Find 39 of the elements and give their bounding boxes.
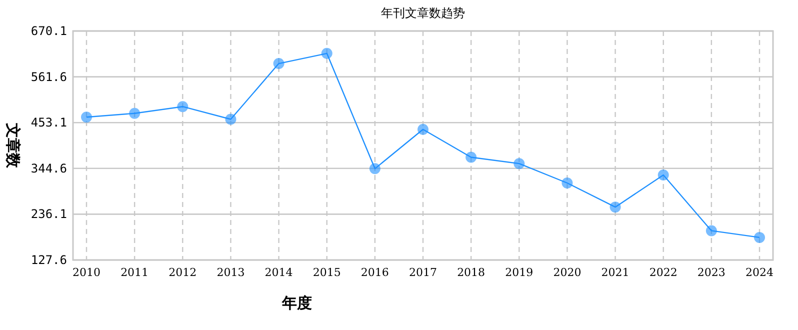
point (321, 48, 332, 59)
x-axis-title: 年度 (281, 294, 312, 312)
x-tick-label: 2014 (264, 266, 293, 279)
x-tick-label: 2015 (312, 266, 341, 279)
point (466, 152, 477, 163)
x-tick-label: 2012 (168, 266, 197, 279)
x-tick-label: 2010 (72, 266, 100, 279)
point (177, 101, 188, 112)
y-tick-label: 344.6 (30, 161, 67, 176)
point (562, 178, 573, 189)
point (129, 108, 140, 119)
y-tick-label: 236.1 (30, 207, 67, 222)
y-tick-label: 670.1 (30, 24, 67, 38)
point (418, 124, 428, 135)
x-tick-label: 2018 (457, 266, 486, 279)
x-tick-label: 2011 (120, 266, 149, 279)
x-tick-label: 2024 (746, 266, 774, 279)
x-tick-label: 2021 (601, 266, 630, 279)
y-tick-label: 127.6 (30, 253, 67, 267)
y-axis-title: 文章数 (4, 122, 22, 169)
x-tick-label: 2020 (553, 266, 582, 279)
point (81, 112, 92, 123)
point (273, 58, 284, 70)
chart-title: 年刊文章数趋势 (381, 6, 465, 20)
point (754, 232, 765, 243)
point (658, 169, 669, 180)
point (610, 202, 621, 213)
x-tick-label: 2013 (216, 266, 245, 279)
y-tick-label: 453.1 (30, 116, 67, 130)
x-tick-label: 2017 (409, 266, 437, 279)
x-tick-label: 2019 (505, 266, 534, 279)
point (225, 114, 236, 125)
x-tick-label: 2022 (649, 266, 678, 279)
point (706, 225, 717, 236)
point (514, 158, 525, 170)
x-tick-label: 2023 (697, 266, 726, 279)
y-tick-label: 561.6 (30, 70, 67, 84)
point (369, 163, 380, 174)
x-tick-label: 2016 (360, 266, 389, 279)
